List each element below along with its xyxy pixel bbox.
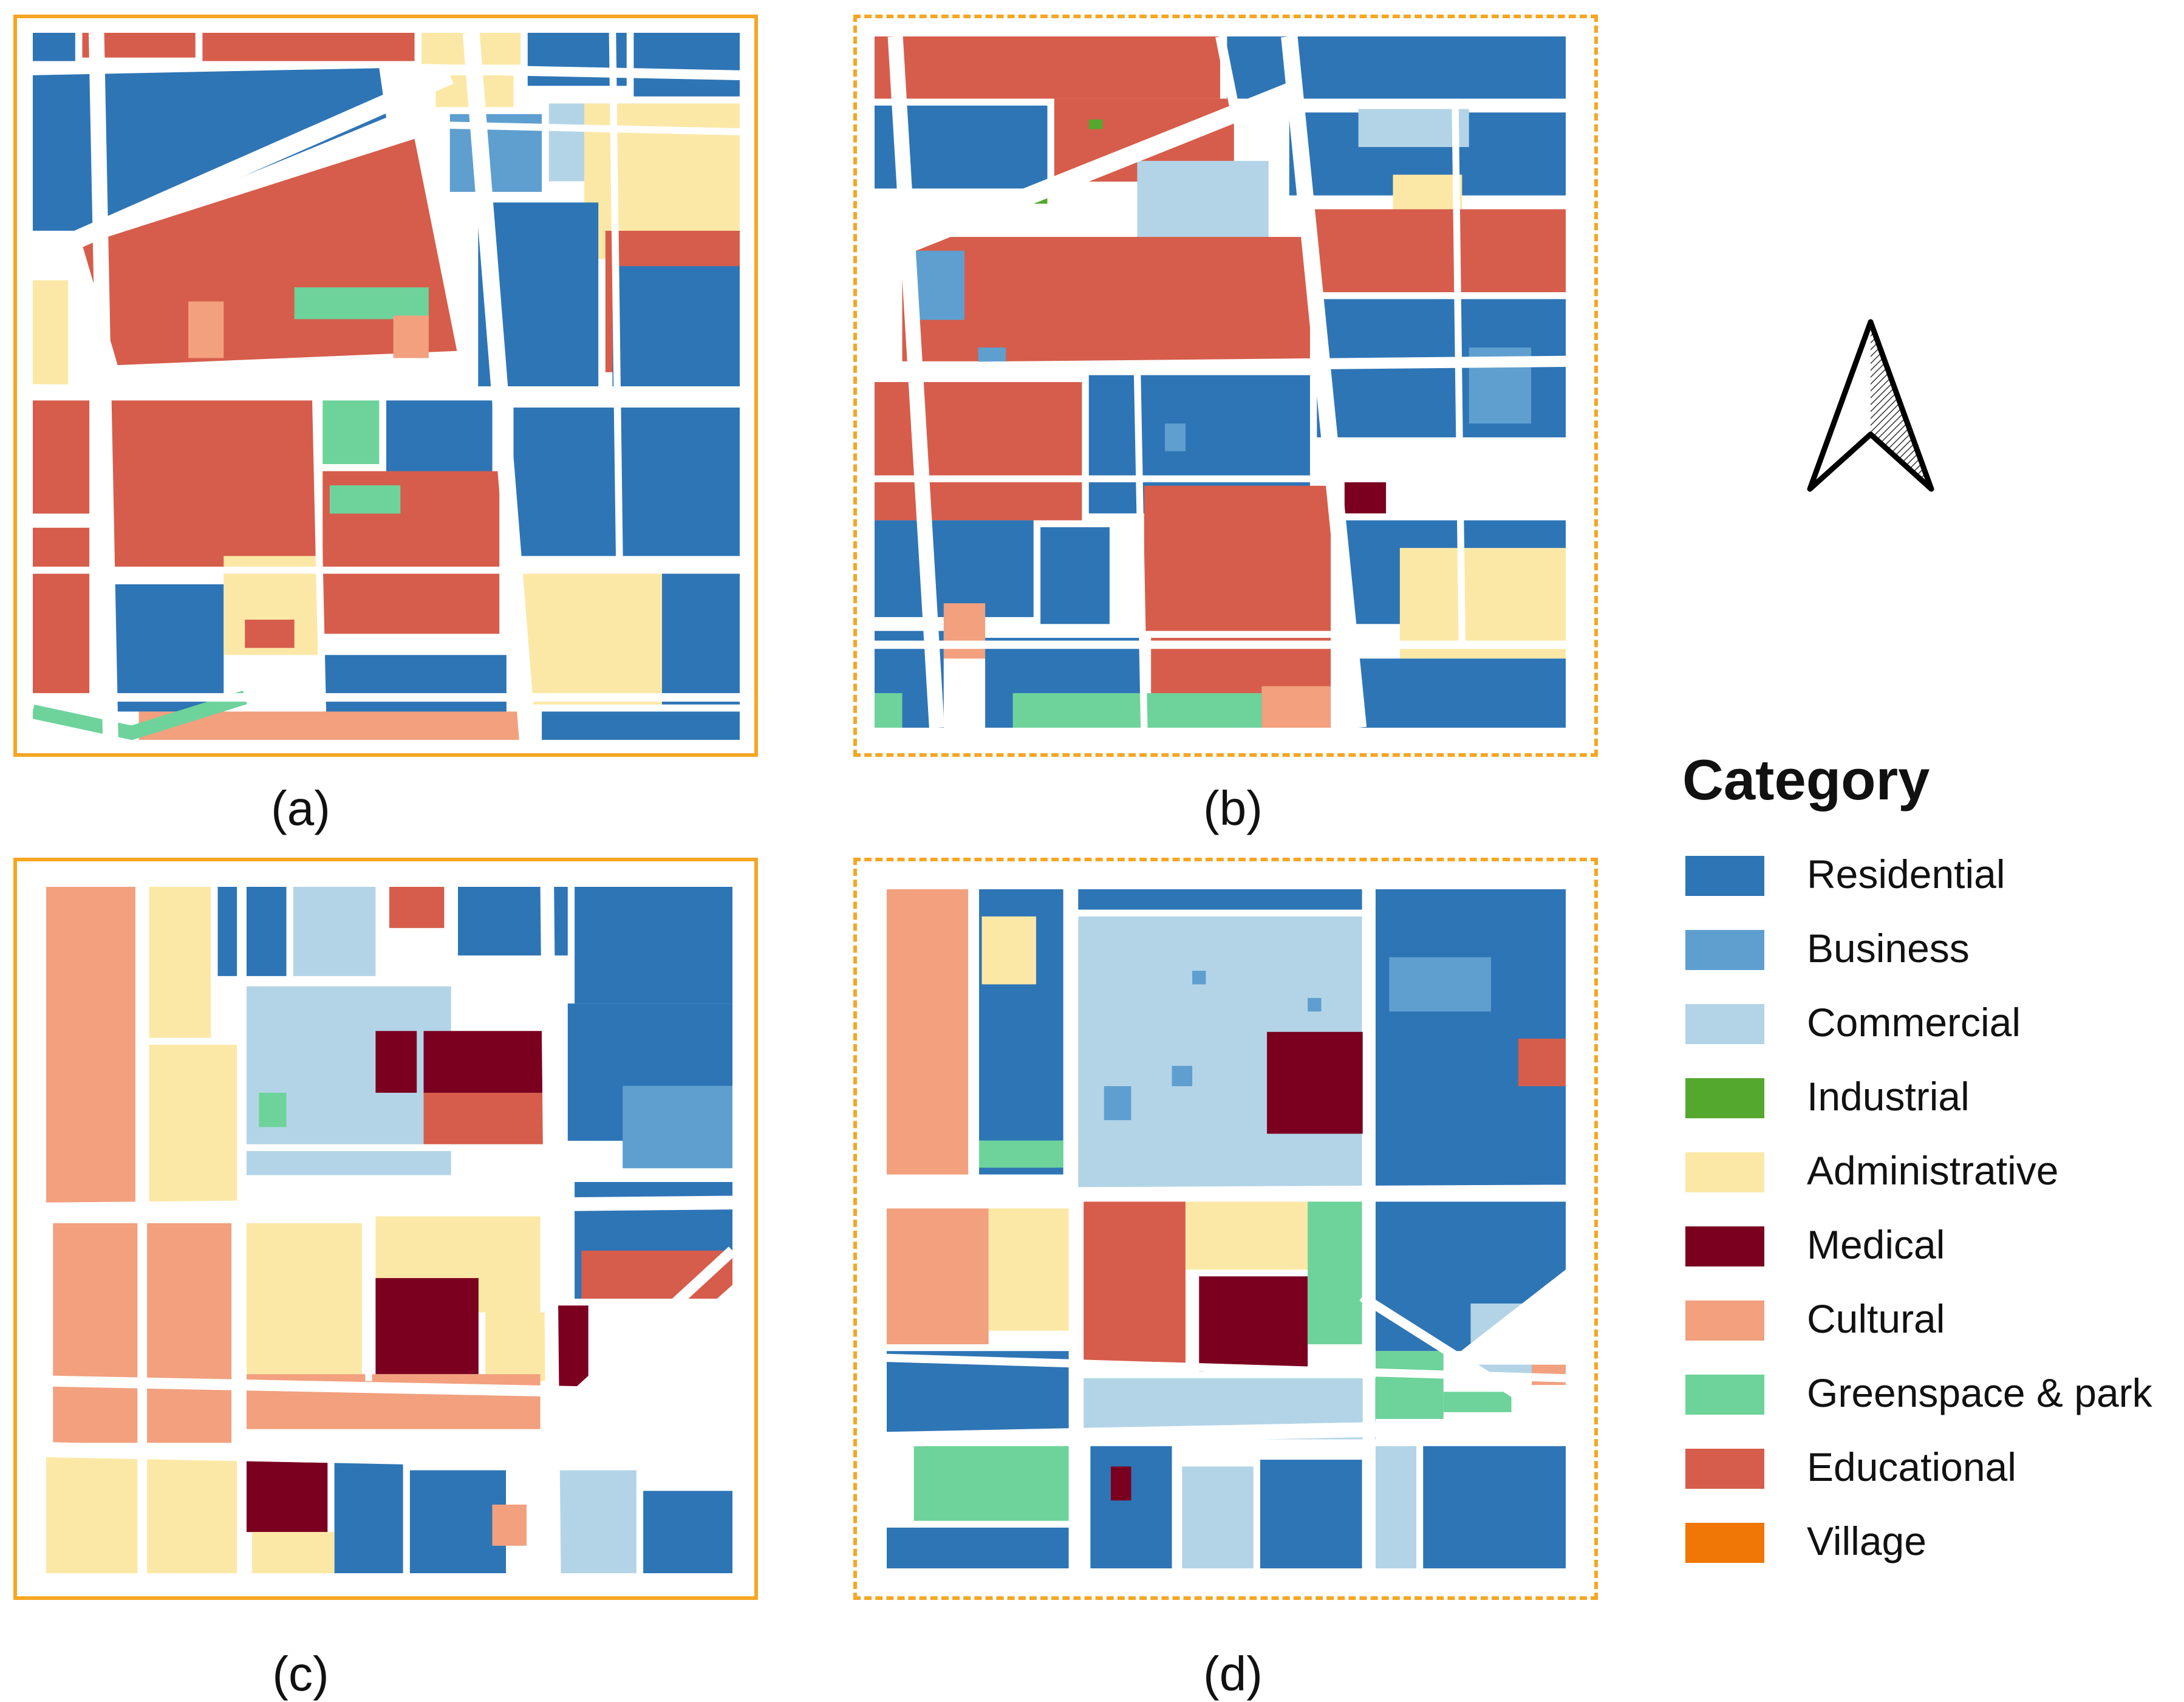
legend-swatch <box>1685 1152 1764 1192</box>
map-panel-c <box>13 858 758 1600</box>
land-use-map-c <box>46 886 732 1574</box>
legend-label: Administrative <box>1807 1148 2059 1193</box>
map-panel-d <box>853 858 1598 1600</box>
legend-label: Commercial <box>1807 1000 2021 1045</box>
panel-a-caption: (a) <box>271 781 330 835</box>
land-use-map-a <box>33 33 740 740</box>
panel-d-caption: (d) <box>1203 1647 1263 1701</box>
land-use-map-b <box>874 36 1566 728</box>
legend-label: Business <box>1807 926 1970 971</box>
legend-swatch <box>1685 1300 1764 1341</box>
land-use-map-d <box>886 889 1566 1568</box>
map-panel-a <box>13 15 758 757</box>
legend-label: Educational <box>1807 1444 2016 1489</box>
legend-title: Category <box>1682 748 1930 812</box>
legend-swatch <box>1685 930 1764 970</box>
legend-swatch <box>1685 1078 1764 1118</box>
map-panel-b <box>853 15 1598 757</box>
legend-label: Greenspace & park <box>1807 1370 2152 1415</box>
legend-swatch <box>1685 1523 1764 1563</box>
panel-b-caption: (b) <box>1203 781 1263 835</box>
legend-label: Medical <box>1807 1222 1945 1267</box>
legend-label: Residential <box>1807 852 2005 897</box>
legend-swatch <box>1685 1004 1764 1044</box>
legend-label: Village <box>1807 1519 1926 1564</box>
legend-swatch <box>1685 856 1764 896</box>
panel-c-caption: (c) <box>272 1647 329 1701</box>
legend-swatch <box>1685 1449 1764 1489</box>
north-arrow-icon <box>1801 316 1940 501</box>
legend-label: Cultural <box>1807 1296 1945 1341</box>
legend-swatch <box>1685 1226 1764 1266</box>
legend-swatch <box>1685 1375 1764 1415</box>
legend-label: Industrial <box>1807 1074 1970 1119</box>
